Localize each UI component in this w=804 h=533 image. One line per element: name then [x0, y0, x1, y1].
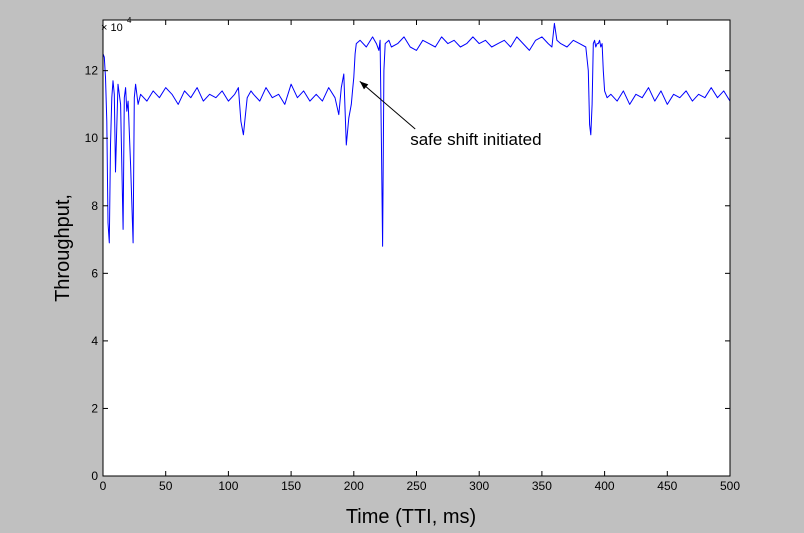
y-exponent-label: × 10 [101, 22, 123, 34]
x-tick-label: 100 [218, 479, 238, 493]
x-tick-label: 0 [100, 479, 107, 493]
series-line-0 [102, 22, 731, 247]
axes-box [102, 19, 731, 477]
x-tick-label: 200 [344, 479, 364, 493]
x-tick-label: 250 [406, 479, 426, 493]
x-axis-label: Time (TTI, ms) [346, 506, 476, 528]
x-tick-label: 500 [720, 479, 740, 493]
y-tick-label: 4 [91, 334, 98, 348]
x-tick-label: 50 [159, 479, 173, 493]
annotation-text: safe shift initiated [410, 130, 541, 149]
x-tick-label: 450 [657, 479, 677, 493]
x-tick-label: 150 [281, 479, 301, 493]
data-layer [102, 22, 731, 247]
tick-layer: 0 50 100 150 200 250 300 350 400 450 500 0 2 4 6 8 10 12 [85, 20, 740, 493]
y-tick-label: 10 [85, 131, 99, 145]
y-exponent-power: 4 [127, 16, 132, 25]
annotation-arrow-shaft [359, 81, 416, 130]
y-tick-label: 8 [91, 199, 98, 213]
annotation-arrow [359, 81, 416, 130]
y-axis-label: Throughput, [52, 194, 74, 302]
y-tick-label: 12 [85, 64, 99, 78]
x-tick-label: 400 [595, 479, 615, 493]
annotation-arrow-head [359, 81, 369, 90]
x-tick-label: 300 [469, 479, 489, 493]
y-tick-label: 0 [91, 469, 98, 483]
x-tick-label: 350 [532, 479, 552, 493]
y-tick-label: 6 [91, 266, 98, 280]
y-tick-label: 2 [91, 401, 98, 415]
